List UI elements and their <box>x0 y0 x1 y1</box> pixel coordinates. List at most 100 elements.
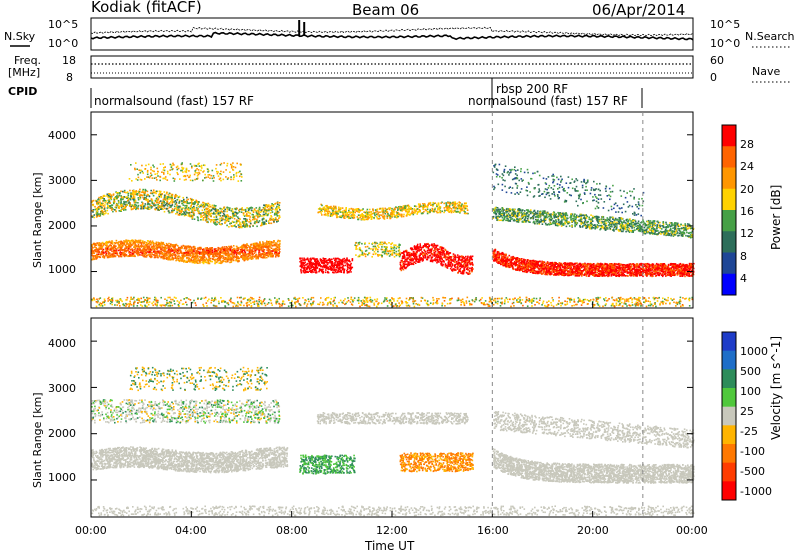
scatter-cell <box>506 257 509 259</box>
scatter-cell <box>406 253 408 256</box>
scatter-cell <box>626 264 629 267</box>
scatter-cell <box>106 256 109 259</box>
scatter-cell <box>416 249 419 252</box>
scatter-cell <box>454 255 457 257</box>
scatter-cell <box>318 270 320 273</box>
scatter-cell <box>123 241 126 244</box>
scatter-cell <box>235 248 237 250</box>
scatter-cell <box>406 260 408 263</box>
scatter-cell <box>384 242 386 244</box>
scatter-cell <box>641 268 643 270</box>
scatter-cell <box>92 246 94 249</box>
scatter-cell <box>660 266 663 269</box>
scatter-cell <box>424 257 426 259</box>
scatter-cell <box>225 261 227 263</box>
scatter-cell <box>148 247 150 249</box>
scatter-cell <box>547 264 550 267</box>
scatter-cell <box>546 272 549 274</box>
scatter-cell <box>434 254 437 256</box>
scatter-cell <box>582 263 584 265</box>
scatter-cell <box>583 268 586 270</box>
scatter-cell <box>557 264 559 266</box>
scatter-cell <box>385 246 387 248</box>
scatter-cell <box>231 253 233 256</box>
scatter-cell <box>268 243 271 246</box>
scatter-cell <box>425 243 428 245</box>
scatter-cell <box>584 267 587 269</box>
scatter-cell <box>327 268 329 271</box>
scatter-cell <box>421 251 423 253</box>
scatter-cell <box>563 270 565 272</box>
scatter-cell <box>92 252 95 254</box>
scatter-cell <box>457 259 460 262</box>
scatter-cell <box>417 246 419 248</box>
scatter-cell <box>251 252 253 254</box>
scatter-cell <box>141 254 143 256</box>
scatter-cell <box>411 248 413 250</box>
scatter-cell <box>145 249 147 252</box>
scatter-cell <box>194 258 197 260</box>
scatter-cell <box>411 257 413 260</box>
scatter-cell <box>206 261 209 264</box>
scatter-cell <box>129 253 131 256</box>
scatter-cell <box>266 243 268 245</box>
scatter-cell <box>212 255 214 258</box>
scatter-cell <box>254 247 257 249</box>
scatter-cell <box>102 254 105 257</box>
scatter-cell <box>153 249 155 251</box>
scatter-cell <box>265 245 268 248</box>
scatter-cell <box>585 274 588 276</box>
scatter-cell <box>180 246 183 248</box>
scatter-cell <box>91 250 94 252</box>
scatter-cell <box>532 271 535 273</box>
scatter-cell <box>412 251 415 253</box>
scatter-cell <box>650 274 652 276</box>
scatter-cell <box>177 259 179 261</box>
scatter-cell <box>166 244 169 247</box>
scatter-cell <box>235 249 238 252</box>
scatter-cell <box>348 267 351 270</box>
scatter-cell <box>345 258 348 261</box>
scatter-cell <box>313 271 315 273</box>
scatter-cell <box>581 272 583 275</box>
scatter-cell <box>237 257 240 260</box>
scatter-cell <box>341 268 344 271</box>
scatter-cell <box>611 270 613 272</box>
scatter-cell <box>623 267 626 270</box>
scatter-cell <box>555 270 557 272</box>
scatter-cell <box>418 259 420 262</box>
scatter-cell <box>318 264 321 267</box>
scatter-cell <box>201 257 203 259</box>
scatter-cell <box>167 257 169 260</box>
scatter-cell <box>624 264 627 266</box>
scatter-cell <box>325 267 328 269</box>
scatter-cell <box>446 252 448 255</box>
scatter-cell <box>614 272 617 274</box>
scatter-cell <box>111 241 114 244</box>
scatter-cell <box>149 253 151 255</box>
scatter-cell <box>257 255 260 257</box>
scatter-cell <box>261 249 263 252</box>
scatter-cell <box>684 272 686 275</box>
scatter-cell <box>156 247 159 249</box>
scatter-cell <box>495 254 497 256</box>
scatter-cell <box>319 263 321 266</box>
scatter-cell <box>302 259 304 261</box>
scatter-cell <box>270 255 272 258</box>
scatter-cell <box>314 263 316 266</box>
scatter-cell <box>101 248 103 250</box>
scatter-cell <box>537 272 540 274</box>
scatter-cell <box>139 240 141 243</box>
scatter-cell <box>223 256 225 259</box>
scatter-cell <box>243 244 245 246</box>
scatter-cell <box>399 251 401 254</box>
scatter-cell <box>226 249 229 251</box>
scatter-cell <box>327 259 329 262</box>
scatter-cell <box>336 271 339 274</box>
scatter-cell <box>163 251 166 253</box>
scatter-cell <box>233 255 235 258</box>
scatter-cell <box>688 265 690 267</box>
scatter-cell <box>185 253 188 255</box>
scatter-cell <box>146 245 149 248</box>
scatter-cell <box>92 250 95 253</box>
